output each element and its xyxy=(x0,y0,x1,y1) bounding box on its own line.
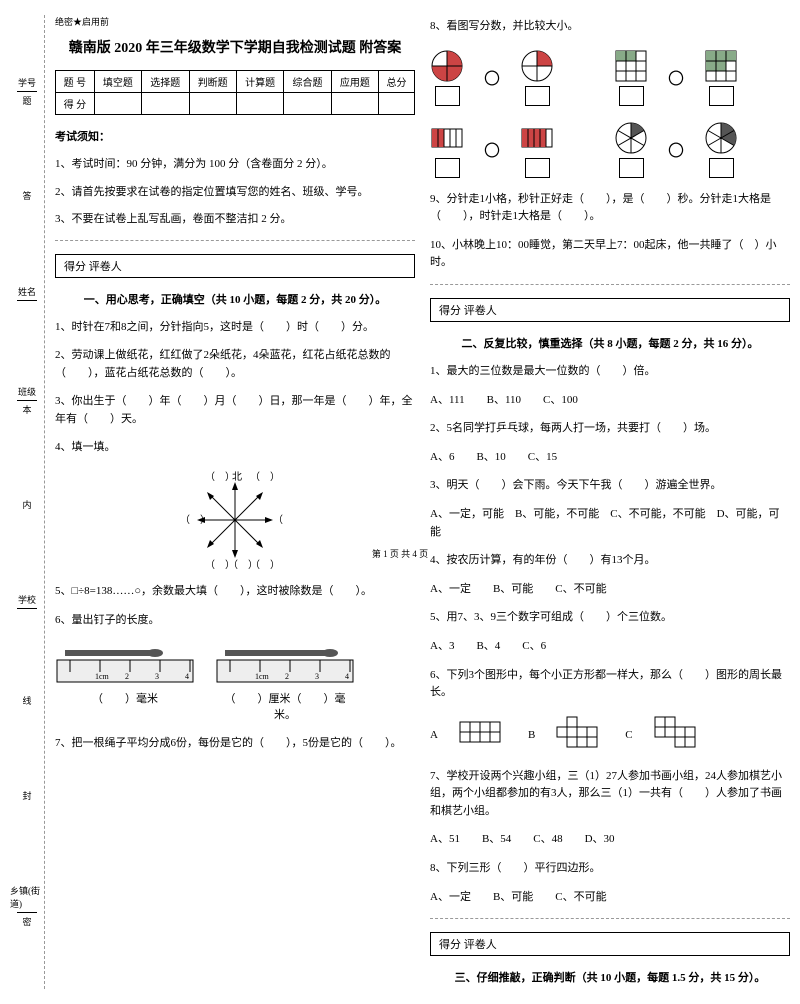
svg-text:（ ）: （ ） xyxy=(180,514,210,526)
s3q3o: A、一定，可能 B、可能，不可能 C、不可能，不可能 D、可能，可能 xyxy=(430,506,790,541)
comp: 〇 xyxy=(484,137,500,161)
s3q7: 7、学校开设两个兴趣小组，三（1）27人参加书画小组，24人参加棋艺小组，两个小… xyxy=(430,768,790,821)
td xyxy=(284,93,331,115)
fraction-row-2: 〇 〇 xyxy=(430,121,790,178)
notice-title: 考试须知： xyxy=(55,128,415,144)
q3: 3、你出生于（ ）年（ ）月（ ）日，那一年是（ ）年，全年有（ ）天。 xyxy=(55,393,415,428)
td xyxy=(379,93,415,115)
th: 题 号 xyxy=(56,71,95,93)
sb-ch: 封 xyxy=(22,789,31,802)
s3q5: 5、用7、3、9三个数字可组成（ ）个三位数。 xyxy=(430,609,790,627)
td: 得 分 xyxy=(56,93,95,115)
opt-b: B xyxy=(528,729,535,741)
opt-a: A xyxy=(430,729,438,741)
s3q1: 1、最大的三位数是最大一位数的（ ）倍。 xyxy=(430,363,790,381)
td xyxy=(331,93,378,115)
q1: 1、时针在7和8之间，分针指向5，这时是（ ）时（ ）分。 xyxy=(55,319,415,337)
s3q8: 8、下列三形（ ）平行四边形。 xyxy=(430,860,790,878)
page-footer: 第 1 页 共 4 页 xyxy=(372,547,428,560)
svg-text:2: 2 xyxy=(125,672,129,681)
section1-box: 得分 评卷人 xyxy=(55,254,415,278)
ruler-row: 1cm 2 3 4 （ ）毫米 1cm 2 3 4 （ ）厘米（ ）毫米。 xyxy=(55,642,415,722)
sb-label: 学号 xyxy=(18,76,36,89)
notice-1: 1、考试时间：90 分钟，满分为 100 分（含卷面分 2 分）。 xyxy=(55,156,415,173)
sb-ch: 内 xyxy=(22,498,31,511)
s3q6: 6、下列3个图形中，每个小正方形都一样大，那么（ ）图形的周长最长。 xyxy=(430,667,790,702)
svg-text:1cm: 1cm xyxy=(255,672,270,681)
notice-3: 3、不要在试卷上乱写乱画，卷面不整洁扣 2 分。 xyxy=(55,211,415,228)
right-column: 8、看图写分数，并比较大小。 〇 〇 xyxy=(430,15,790,989)
q7: 7、把一根绳子平均分成6份，每份是它的（ ），5份是它的（ ）。 xyxy=(55,735,415,753)
sb-ch: 密 xyxy=(22,915,31,928)
binding-sidebar: 学号题 答 姓名 班级本 内 学校 线 封 乡镇(街道) 密 xyxy=(10,15,45,989)
q4: 4、填一填。 xyxy=(55,439,415,457)
th: 计算题 xyxy=(236,71,283,93)
th: 填空题 xyxy=(94,71,141,93)
svg-text:1cm: 1cm xyxy=(95,672,110,681)
ruler1-label: （ ）毫米 xyxy=(55,690,195,706)
svg-text:北: 北 xyxy=(232,471,242,483)
s3q2o: A、6 B、10 C、15 xyxy=(430,449,790,467)
section2-title: 二、反复比较，慎重选择（共 8 小题，每题 2 分，共 16 分）。 xyxy=(430,335,790,351)
td xyxy=(142,93,189,115)
s3q8o: A、一定 B、可能 C、不可能 xyxy=(430,889,790,907)
section2-box: 得分 评卷人 xyxy=(430,298,790,322)
td xyxy=(189,93,236,115)
fraction-row-1: 〇 〇 xyxy=(430,49,790,106)
sb-ch: 线 xyxy=(22,694,31,707)
svg-text:2: 2 xyxy=(285,672,289,681)
compass-diagram: （ ）北（ ） （ ）（ ） （ ）（ ）（ ） xyxy=(55,470,415,570)
th: 总分 xyxy=(379,71,415,93)
sb-ch: 本 xyxy=(22,403,31,416)
s3q1o: A、111 B、110 C、100 xyxy=(430,392,790,410)
sb-label: 姓名 xyxy=(18,285,36,298)
opt-c: C xyxy=(625,729,632,741)
comp: 〇 xyxy=(484,65,500,89)
th: 判断题 xyxy=(189,71,236,93)
s3q5o: A、3 B、4 C、6 xyxy=(430,638,790,656)
secret-label: 绝密★启用前 xyxy=(55,15,415,28)
sb-label: 乡镇(街道) xyxy=(10,884,44,910)
score-table: 题 号 填空题 选择题 判断题 计算题 综合题 应用题 总分 得 分 xyxy=(55,70,415,115)
comp: 〇 xyxy=(668,137,684,161)
svg-text:3: 3 xyxy=(155,672,159,681)
exam-title: 赣南版 2020 年三年级数学下学期自我检测试题 附答案 xyxy=(55,37,415,57)
section3-title: 三、仔细推敲，正确判断（共 10 小题，每题 1.5 分，共 15 分）。 xyxy=(430,969,790,985)
notice-2: 2、请首先按要求在试卷的指定位置填写您的姓名、班级、学号。 xyxy=(55,184,415,201)
section1-title: 一、用心思考，正确填空（共 10 小题，每题 2 分，共 20 分）。 xyxy=(55,291,415,307)
q5: 5、□÷8=138……○，余数最大填（ ），这时被除数是（ ）。 xyxy=(55,583,415,601)
svg-text:（ ）: （ ） xyxy=(205,471,235,483)
q8: 8、看图写分数，并比较大小。 xyxy=(430,18,790,36)
sb-label: 学校 xyxy=(18,593,36,606)
comp: 〇 xyxy=(668,65,684,89)
ruler-1: 1cm 2 3 4 xyxy=(55,642,195,687)
svg-text:（ ）: （ ） xyxy=(273,514,290,526)
sb-label: 班级 xyxy=(18,385,36,398)
th: 综合题 xyxy=(284,71,331,93)
q6: 6、量出钉子的长度。 xyxy=(55,612,415,630)
th: 应用题 xyxy=(331,71,378,93)
svg-text:4: 4 xyxy=(185,672,189,681)
sb-ch: 答 xyxy=(22,189,31,202)
ruler2-label: （ ）厘米（ ）毫米。 xyxy=(215,690,355,722)
svg-text:（ ）: （ ） xyxy=(250,471,280,483)
th: 选择题 xyxy=(142,71,189,93)
s3q7o: A、51 B、54 C、48 D、30 xyxy=(430,831,790,849)
s3q4o: A、一定 B、可能 C、不可能 xyxy=(430,581,790,599)
s3q2: 2、5名同学打乒乓球，每两人打一场，共要打（ ）场。 xyxy=(430,420,790,438)
s3q3: 3、明天（ ）会下雨。今天下午我（ ）游遍全世界。 xyxy=(430,477,790,495)
sb-ch: 题 xyxy=(22,94,31,107)
svg-text:4: 4 xyxy=(345,672,349,681)
q10: 10、小林晚上10：00睡觉，第二天早上7：00起床，他一共睡了（ ）小时。 xyxy=(430,237,790,272)
svg-text:3: 3 xyxy=(315,672,319,681)
td xyxy=(94,93,141,115)
section3-box: 得分 评卷人 xyxy=(430,932,790,956)
q2: 2、劳动课上做纸花，红红做了2朵纸花，4朵蓝花，红花占纸花总数的（ ），蓝花占纸… xyxy=(55,347,415,382)
left-column: 绝密★启用前 赣南版 2020 年三年级数学下学期自我检测试题 附答案 题 号 … xyxy=(55,15,415,989)
td xyxy=(236,93,283,115)
s3q4: 4、按农历计算，有的年份（ ）有13个月。 xyxy=(430,552,790,570)
q9: 9、分针走1小格，秒针正好走（ ），是（ ）秒。分针走1大格是（ ），时针走1大… xyxy=(430,191,790,226)
ruler-2: 1cm 2 3 4 xyxy=(215,642,355,687)
shape-row: A B C xyxy=(430,715,790,755)
